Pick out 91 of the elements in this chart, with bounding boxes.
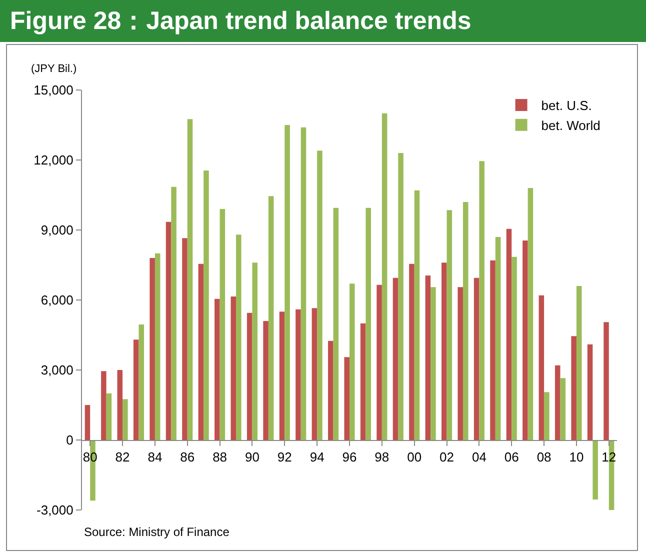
bar (409, 264, 414, 440)
bar (220, 209, 226, 440)
x-tick-label: 88 (212, 450, 228, 465)
y-tick-label: 9,000 (40, 222, 74, 238)
bar (150, 258, 155, 440)
x-tick-label: 02 (440, 450, 454, 465)
bar (122, 399, 128, 440)
bar (538, 295, 544, 440)
bar (554, 365, 560, 440)
bar (376, 284, 382, 440)
bar (560, 378, 566, 440)
bar (592, 440, 598, 500)
y-tick-label: 0 (66, 432, 74, 448)
legend-label: bet. U.S. (541, 98, 592, 114)
bar (138, 324, 144, 440)
bar (296, 309, 301, 440)
bar (333, 208, 339, 440)
bar (101, 371, 106, 440)
bar (392, 278, 398, 440)
bar (84, 405, 90, 440)
bar (230, 296, 236, 440)
bar (300, 127, 306, 440)
bar (446, 210, 452, 440)
chart-title: Figure 28：Japan trend balance trends (0, 0, 646, 42)
bar (587, 344, 593, 440)
bar (474, 278, 480, 440)
y-tick-label: -3,000 (36, 502, 74, 518)
bar (576, 286, 582, 440)
bar (198, 264, 204, 440)
bar (495, 237, 501, 440)
x-tick-label: 84 (148, 450, 162, 465)
x-tick-label: 06 (504, 450, 519, 465)
bar (154, 253, 160, 440)
bar (571, 336, 576, 440)
bar (236, 234, 242, 440)
bar (442, 262, 447, 440)
x-tick-label: 86 (180, 450, 195, 465)
bar (252, 262, 258, 440)
bar (544, 392, 550, 440)
legend-label: bet. World (541, 118, 600, 133)
x-tick-label: 92 (277, 450, 292, 465)
bar (522, 240, 528, 440)
x-tick-label: 00 (407, 450, 422, 465)
bar (171, 186, 176, 440)
bar (382, 113, 388, 440)
bar (506, 228, 512, 440)
bar (366, 208, 371, 440)
bar (350, 284, 355, 440)
bar (490, 260, 496, 440)
bar (284, 125, 290, 440)
bar (528, 188, 534, 440)
y-tick-label: 3,000 (40, 362, 74, 378)
bar (430, 287, 436, 440)
bar (462, 202, 468, 440)
bar (604, 322, 609, 440)
x-tick-label: 90 (244, 450, 260, 465)
y-tick-label: 15,000 (34, 82, 74, 98)
x-tick-label: 10 (569, 450, 584, 465)
x-tick-label: 98 (374, 450, 390, 465)
y-tick-label: 12,000 (34, 152, 74, 168)
bar (414, 190, 420, 440)
x-tick-label: 82 (115, 450, 130, 465)
x-tick-label: 04 (472, 450, 486, 465)
x-tick-label: 96 (342, 450, 357, 465)
bar (246, 312, 252, 440)
bar (425, 276, 431, 440)
bar (458, 287, 463, 440)
bar (360, 323, 366, 440)
y-axis-title: (JPY Bil.) (31, 63, 77, 75)
bar (106, 393, 112, 440)
bar (317, 150, 322, 440)
bar (182, 238, 188, 440)
bar (312, 308, 318, 440)
bar (133, 340, 139, 440)
x-tick-label: 94 (310, 450, 324, 465)
bar (279, 312, 285, 440)
bar (166, 222, 172, 440)
bar (512, 256, 517, 440)
bar (344, 357, 350, 440)
bar (117, 370, 123, 440)
bar (398, 153, 404, 440)
bar (204, 170, 209, 440)
source-note: Source: Ministry of Finance (84, 525, 230, 539)
bar (328, 340, 334, 440)
bar (214, 298, 220, 440)
bar (263, 321, 268, 440)
bar (479, 161, 484, 440)
bar (268, 196, 274, 440)
y-tick-label: 6,000 (40, 292, 74, 308)
bar (187, 119, 193, 440)
x-tick-label: 08 (536, 450, 552, 465)
